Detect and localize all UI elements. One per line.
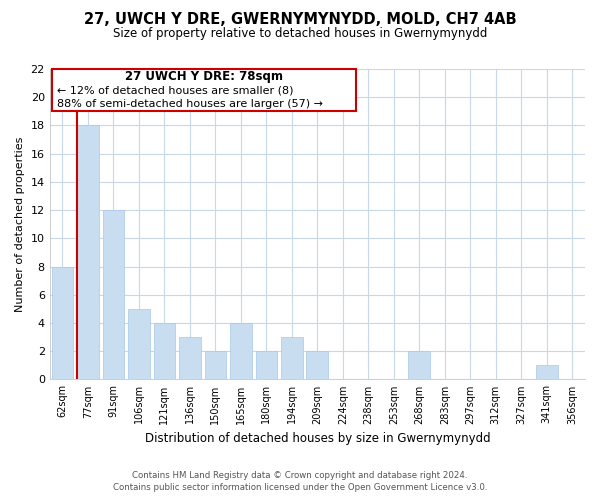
- Bar: [281, 337, 302, 380]
- Bar: [52, 69, 356, 112]
- Bar: [205, 351, 226, 380]
- Bar: [536, 366, 557, 380]
- Bar: [307, 351, 328, 380]
- Bar: [77, 126, 99, 380]
- Text: 27, UWCH Y DRE, GWERNYMYNYDD, MOLD, CH7 4AB: 27, UWCH Y DRE, GWERNYMYNYDD, MOLD, CH7 …: [83, 12, 517, 28]
- Bar: [52, 266, 73, 380]
- Text: 88% of semi-detached houses are larger (57) →: 88% of semi-detached houses are larger (…: [58, 100, 323, 110]
- Text: ← 12% of detached houses are smaller (8): ← 12% of detached houses are smaller (8): [58, 85, 294, 95]
- X-axis label: Distribution of detached houses by size in Gwernymynydd: Distribution of detached houses by size …: [145, 432, 490, 445]
- Bar: [256, 351, 277, 380]
- Bar: [103, 210, 124, 380]
- Bar: [409, 351, 430, 380]
- Y-axis label: Number of detached properties: Number of detached properties: [15, 136, 25, 312]
- Bar: [154, 323, 175, 380]
- Text: 27 UWCH Y DRE: 78sqm: 27 UWCH Y DRE: 78sqm: [125, 70, 283, 82]
- Bar: [128, 309, 150, 380]
- Text: Size of property relative to detached houses in Gwernymynydd: Size of property relative to detached ho…: [113, 28, 487, 40]
- Bar: [179, 337, 201, 380]
- Text: Contains HM Land Registry data © Crown copyright and database right 2024.
Contai: Contains HM Land Registry data © Crown c…: [113, 471, 487, 492]
- Bar: [230, 323, 251, 380]
